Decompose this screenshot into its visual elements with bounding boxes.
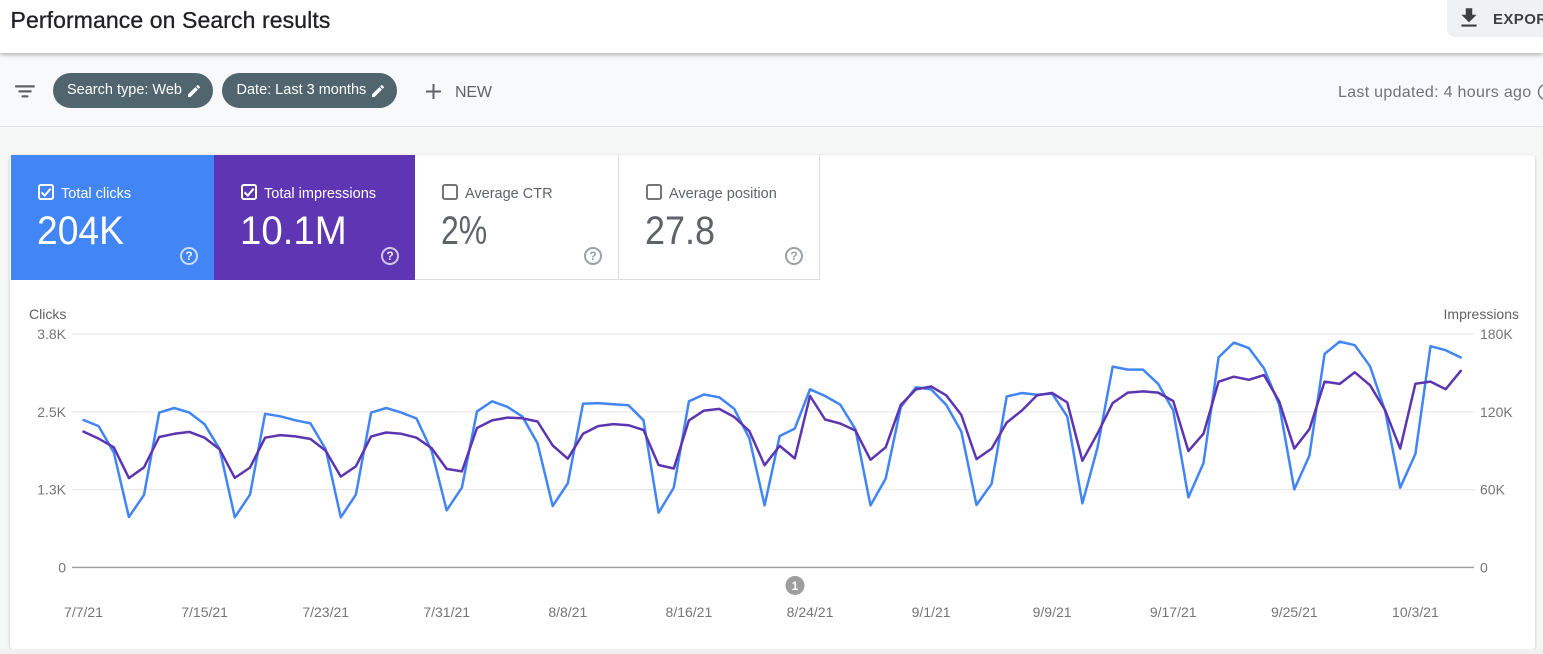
svg-text:0: 0 — [1480, 559, 1488, 575]
svg-text:Impressions: Impressions — [1444, 306, 1519, 322]
svg-text:8/16/21: 8/16/21 — [666, 604, 713, 620]
svg-text:7/31/21: 7/31/21 — [423, 604, 470, 620]
svg-text:Clicks: Clicks — [29, 306, 66, 322]
svg-text:10/3/21: 10/3/21 — [1392, 604, 1439, 620]
svg-text:8/8/21: 8/8/21 — [548, 604, 587, 620]
svg-text:1: 1 — [792, 579, 799, 593]
svg-text:8/24/21: 8/24/21 — [787, 604, 834, 620]
svg-text:3.8K: 3.8K — [37, 326, 66, 342]
svg-text:60K: 60K — [1480, 482, 1506, 498]
svg-text:2.5K: 2.5K — [37, 404, 66, 420]
svg-text:180K: 180K — [1480, 326, 1513, 342]
svg-text:9/1/21: 9/1/21 — [912, 604, 951, 620]
svg-text:9/9/21: 9/9/21 — [1033, 604, 1072, 620]
svg-text:7/7/21: 7/7/21 — [64, 604, 103, 620]
svg-text:9/25/21: 9/25/21 — [1271, 604, 1318, 620]
svg-text:7/15/21: 7/15/21 — [181, 604, 228, 620]
svg-text:7/23/21: 7/23/21 — [302, 604, 349, 620]
svg-text:120K: 120K — [1480, 404, 1513, 420]
svg-text:9/17/21: 9/17/21 — [1150, 604, 1197, 620]
svg-text:1.3K: 1.3K — [37, 482, 66, 498]
svg-text:0: 0 — [58, 559, 66, 575]
